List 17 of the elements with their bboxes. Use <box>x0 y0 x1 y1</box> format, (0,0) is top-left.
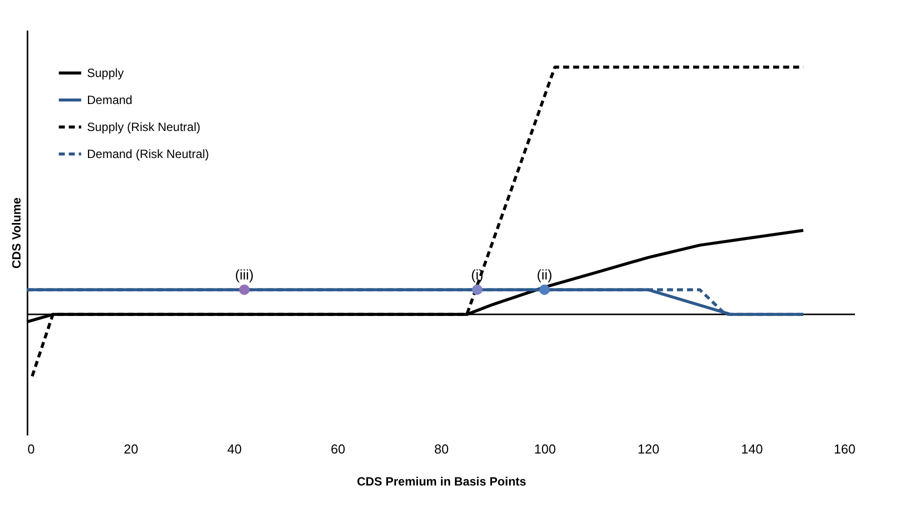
x-tick-label: 20 <box>124 442 138 456</box>
x-tick-label: 60 <box>330 442 346 456</box>
x-tick-label: 0 <box>28 442 35 456</box>
x-axis-title: CDS Premium in Basis Points <box>356 474 527 488</box>
x-tick-label: 80 <box>434 442 449 456</box>
x-tick-label: 140 <box>741 442 763 456</box>
x-tick-label: 160 <box>834 442 856 456</box>
x-tick-label: 100 <box>534 442 556 456</box>
y-axis-title: CDS Volume <box>10 197 24 269</box>
annotation: (ii) <box>536 266 552 283</box>
x-tick-label: 40 <box>227 442 242 456</box>
x-tick-label: 120 <box>638 442 660 456</box>
legend-label: Supply <box>87 66 124 80</box>
legend-label: Demand (Risk Neutral) <box>87 147 210 161</box>
legend-label: Demand <box>87 93 132 107</box>
legend-label: Supply (Risk Neutral) <box>87 120 200 134</box>
annotation: (iii) <box>235 266 254 283</box>
